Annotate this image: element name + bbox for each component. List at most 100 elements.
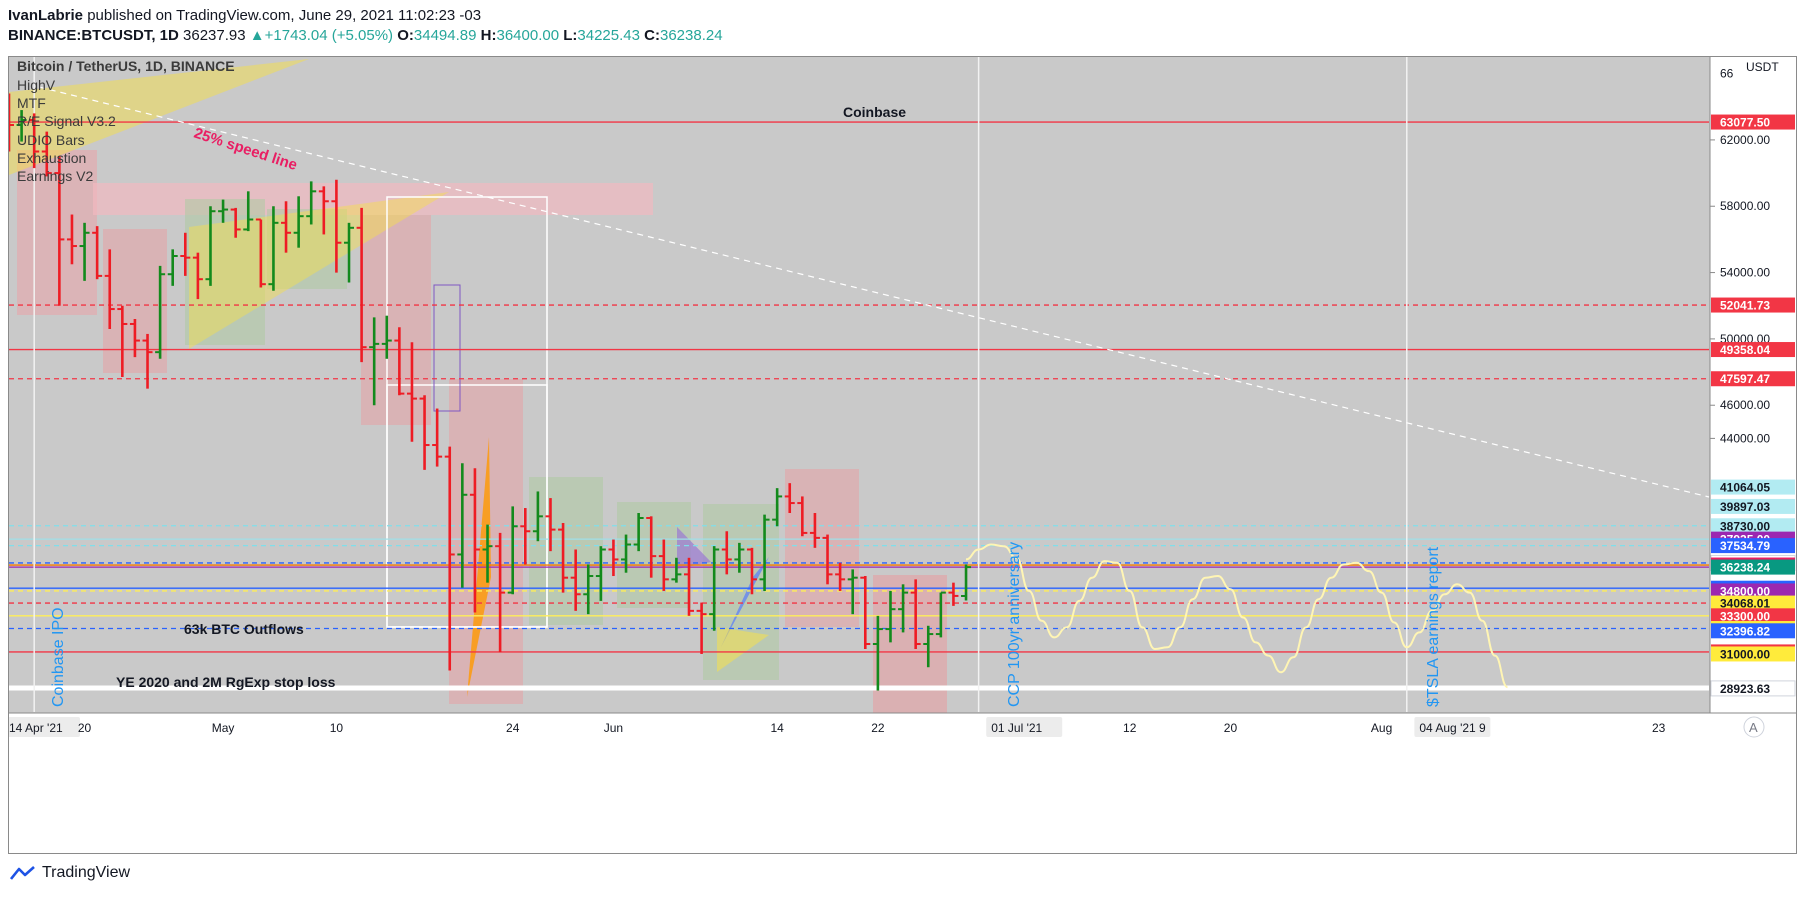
indicator-legend: Bitcoin / TetherUS, 1D, BINANCE HighV MT…: [17, 58, 235, 184]
yellow-wedge: [717, 627, 769, 672]
publish-info: published on TradingView.com, June 29, 2…: [83, 7, 482, 24]
price-tick-label: 66: [1720, 67, 1734, 81]
legend-indicator[interactable]: UDIO Bars: [17, 132, 85, 148]
price-label-text: 52041.73: [1720, 299, 1770, 313]
close-label: C:: [644, 27, 660, 44]
low-label: L:: [563, 27, 578, 44]
currency-label: USDT: [1746, 60, 1779, 74]
price-label-text: 38730.00: [1720, 519, 1770, 533]
time-ticks: 14 Apr '21 20 May 10 24 Jun 14 22 01 Jul '21 12 20…: [9, 717, 1666, 737]
date-label-box: [986, 717, 1063, 737]
price-tick-label: 46000.00: [1720, 398, 1770, 412]
date-tick-label: May: [212, 721, 235, 735]
price-label-text: 41064.05: [1720, 481, 1770, 495]
symbol-label[interactable]: BINANCE:BTCUSDT, 1D: [8, 27, 179, 44]
chart-header: IvanLabrie published on TradingView.com,…: [8, 6, 723, 46]
time-axis[interactable]: 14 Apr '21 20 May 10 24 Jun 14 22 01 Jul '21 12 20…: [9, 712, 1796, 743]
date-tick-label: 14 Apr '21: [9, 721, 63, 735]
price-label-box: [1711, 498, 1795, 514]
last-price: 36237.93: [183, 27, 246, 44]
legend-title[interactable]: Bitcoin / TetherUS, 1D, BINANCE: [17, 58, 235, 74]
date-tick-label: 01 Jul '21: [991, 721, 1042, 735]
price-labels: 63077.50 52041.73 49358.04 47597.47 41064.05…: [1710, 114, 1796, 697]
date-tick-label: 9: [1479, 721, 1486, 735]
horizontal-lines-layer: [9, 121, 1709, 691]
ticker-line: BINANCE:BTCUSDT, 1D 36237.93 ▲+1743.04 (…: [8, 26, 723, 46]
blue-wedge: [721, 557, 769, 647]
up-arrow-icon: ▲: [249, 27, 265, 44]
outflows-label: 63k BTC Outflows: [184, 621, 304, 637]
projection-path: [965, 543, 1509, 689]
price-label-box: [1711, 595, 1795, 611]
price-label-box: [1711, 559, 1795, 575]
date-tick-label: 24: [506, 721, 520, 735]
price-label-box: [1711, 479, 1795, 495]
speed-line-label: 25% speed line: [192, 125, 300, 174]
price-label-text: 37534.79: [1720, 539, 1770, 553]
price-tick-label: 58000.00: [1720, 199, 1770, 213]
legend-indicator[interactable]: MTF: [17, 95, 46, 111]
tsla-label: $TSLA earnings report: [1425, 546, 1442, 707]
price-label-box: [1711, 342, 1795, 358]
date-tick-label: Jun: [604, 721, 623, 735]
price-label-text: 49358.04: [1720, 343, 1770, 357]
price-label-box: [1711, 608, 1795, 624]
price-label-text: 63077.50: [1720, 116, 1770, 130]
legend-indicator[interactable]: R/E Signal V3.2: [17, 113, 116, 129]
price-tick-label: 44000.00: [1720, 431, 1770, 445]
price-label-box: [1711, 297, 1795, 313]
date-tick-label: 14: [770, 721, 784, 735]
supply-zone: [361, 215, 431, 425]
time-axis-bg: [9, 713, 1796, 743]
tradingview-logo-icon: [10, 866, 35, 880]
lower-pane: [9, 743, 1796, 853]
price-label-text: 33300.00: [1720, 609, 1770, 623]
demand-zone: [529, 477, 603, 625]
chart-frame[interactable]: Coinbase 25% speed line 63k BTC Outflows…: [8, 56, 1797, 854]
date-tick-label: 23: [1652, 721, 1666, 735]
price-label-text: 34068.01: [1720, 597, 1770, 611]
price-label-text: 31000.00: [1720, 647, 1770, 661]
price-tick-label: 54000.00: [1720, 266, 1770, 280]
date-tick-label: 10: [330, 721, 344, 735]
trendline: [38, 86, 1710, 498]
price-chart[interactable]: Coinbase 25% speed line 63k BTC Outflows…: [9, 57, 1796, 853]
speed-fan-mid: [189, 192, 449, 349]
price-label-box: [1711, 371, 1795, 387]
legend-indicator[interactable]: HighV: [17, 77, 56, 93]
purple-box: [433, 284, 461, 412]
price-label-text: 28923.63: [1720, 682, 1770, 696]
price-label-box: [1711, 623, 1795, 639]
footer: TradingView: [10, 864, 130, 882]
date-tick-label: 12: [1123, 721, 1137, 735]
demand-zone: [267, 209, 347, 289]
legend-indicator[interactable]: Exhaustion: [17, 150, 86, 166]
price-label-text: 34800.00: [1720, 584, 1770, 598]
supply-zone: [785, 469, 859, 627]
auto-scale-button[interactable]: [1743, 716, 1765, 738]
date-tick-label: 20: [1224, 721, 1238, 735]
date-tick-label: 22: [871, 721, 885, 735]
date-tick-label: Aug: [1371, 721, 1392, 735]
date-label-box: [9, 717, 80, 737]
price-label-text: 39897.03: [1720, 500, 1770, 514]
date-tick-label: 04 Aug '21: [1419, 721, 1476, 735]
author-name[interactable]: IvanLabrie: [8, 7, 84, 24]
stoploss-label: YE 2020 and 2M RgExp stop loss: [116, 674, 336, 690]
price-label-box: [1711, 114, 1795, 130]
ipo-label: Coinbase IPO: [50, 607, 67, 707]
date-tick-label: 20: [78, 721, 92, 735]
low-value: 34225.43: [577, 27, 640, 44]
brand-name[interactable]: TradingView: [42, 864, 131, 881]
legend-indicator[interactable]: Earnings V2: [17, 168, 93, 184]
high-label: H:: [480, 27, 497, 44]
price-label-text: 32396.82: [1720, 624, 1770, 638]
price-label-text: 47597.47: [1720, 372, 1770, 386]
range-box: [386, 384, 548, 628]
auto-scale-icon[interactable]: A: [1749, 720, 1758, 735]
price-label-box: [1711, 538, 1795, 554]
supply-zone: [873, 575, 947, 735]
publish-line: IvanLabrie published on TradingView.com,…: [8, 6, 723, 26]
price-label-box: [1711, 583, 1795, 599]
open-label: O:: [397, 27, 414, 44]
